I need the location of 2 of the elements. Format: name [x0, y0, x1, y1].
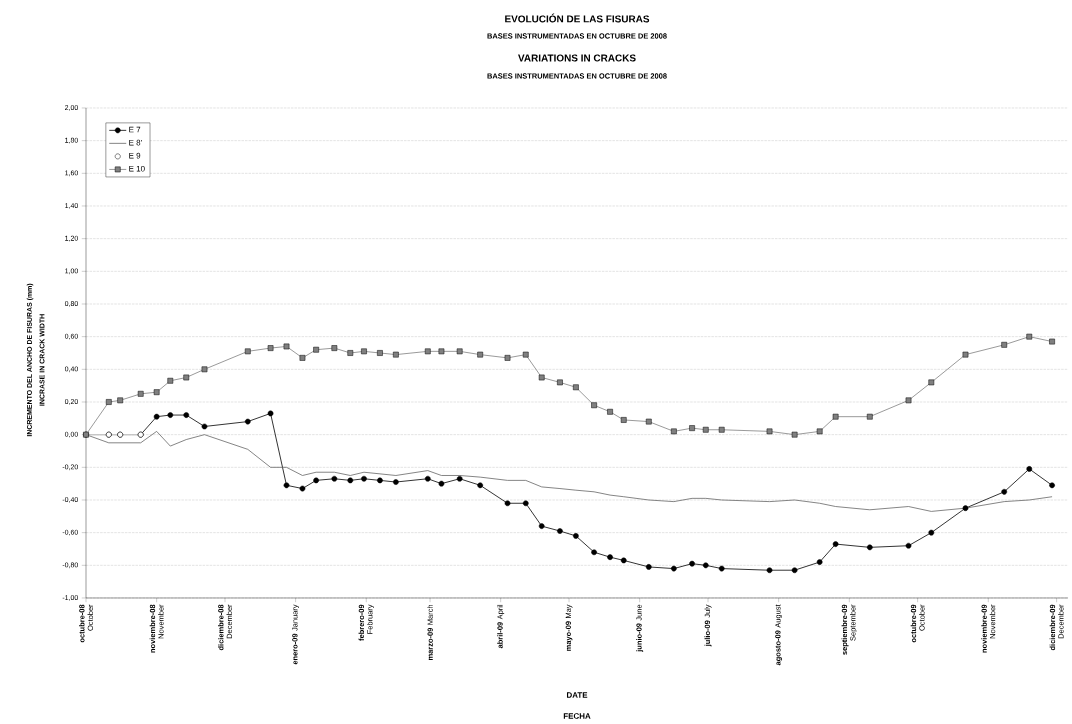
text: VARIATIONS IN CRACKS — [518, 54, 636, 62]
chart-title: EVOLUCIÓN DE LAS FISURAS — [505, 13, 650, 23]
